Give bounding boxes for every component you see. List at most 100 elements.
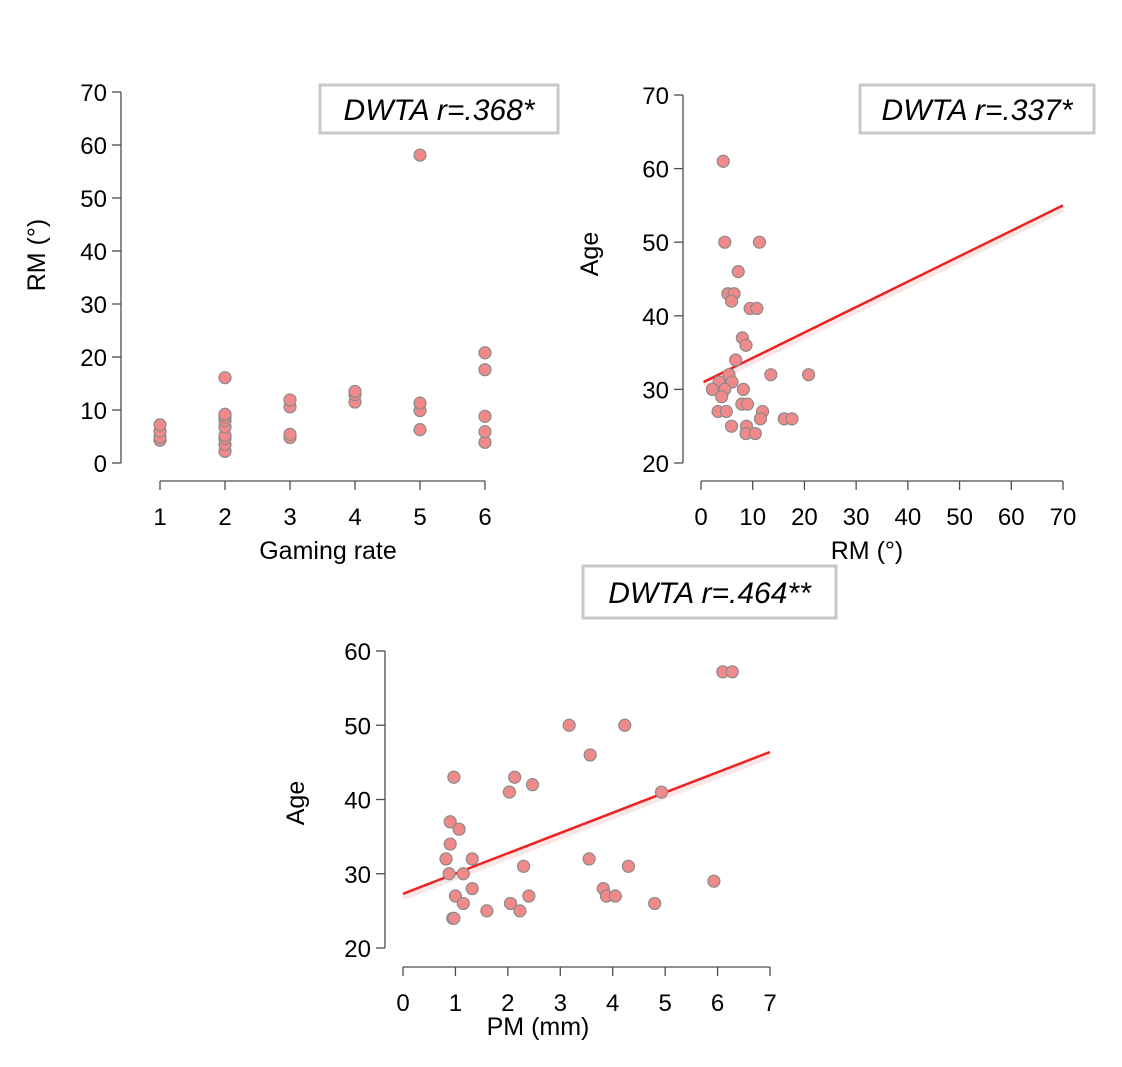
data-point: [764, 368, 778, 382]
data-point: [719, 404, 733, 419]
data-point: [522, 889, 536, 903]
regression-line: [703, 204, 1064, 384]
y-tick-label: 70: [642, 83, 669, 110]
annotation-text: DWTA r=.337*: [882, 94, 1074, 127]
x-tick-label: 0: [396, 990, 409, 1017]
data-point: [608, 889, 622, 903]
annotation-box: [858, 83, 1096, 135]
x-tick-label: 4: [606, 990, 619, 1017]
x-tick-label: 70: [1050, 504, 1077, 531]
data-point: [748, 426, 762, 441]
data-point: [465, 881, 479, 896]
y-axis-label: RM (°): [23, 219, 51, 291]
data-point: [443, 815, 457, 829]
y-tick-label: 30: [344, 862, 371, 889]
data-point: [752, 235, 767, 249]
y-tick-label: 40: [642, 304, 669, 331]
data-point: [739, 338, 753, 352]
x-tick-label: 2: [501, 990, 514, 1017]
data-point: [478, 409, 492, 423]
x-tick-label: 1: [449, 990, 462, 1017]
data-point: [442, 867, 456, 881]
y-tick-label: 20: [642, 451, 669, 478]
annotation-box: [581, 564, 838, 620]
data-point: [413, 148, 427, 162]
y-tick-label: 60: [344, 639, 371, 666]
data-point: [516, 859, 531, 873]
y-axis-label: Age: [282, 781, 310, 825]
x-tick-label: 3: [283, 504, 296, 531]
data-point: [801, 368, 816, 382]
x-tick-label: 1: [153, 504, 166, 531]
data-point: [447, 911, 461, 925]
data-point: [456, 867, 470, 881]
data-point: [478, 346, 492, 360]
y-tick-label: 70: [80, 80, 107, 107]
data-point: [452, 822, 466, 836]
data-point: [725, 665, 739, 679]
data-point: [283, 393, 297, 407]
y-tick-label: 20: [80, 345, 107, 372]
data-point: [348, 384, 362, 399]
fit-line-shadow: [702, 205, 1065, 389]
data-point: [724, 419, 739, 433]
data-point: [503, 896, 518, 911]
chart-rm_age: 20 30 40 50 60 70 0 10 20 30 40 50 60 70 RM (°) Age DWTA…: [576, 83, 1096, 565]
data-point: [413, 423, 427, 437]
y-tick-label: 50: [344, 713, 371, 740]
data-point: [716, 154, 730, 168]
data-point: [621, 859, 636, 873]
data-point: [525, 778, 540, 792]
x-tick-label: 6: [478, 504, 491, 531]
data-point: [582, 852, 596, 866]
data-point: [715, 390, 729, 404]
x-tick-label: 5: [413, 504, 426, 531]
data-point: [718, 235, 732, 249]
x-tick-label: 4: [348, 504, 361, 531]
y-tick-label: 30: [642, 377, 669, 404]
data-point: [583, 748, 597, 762]
data-point: [447, 770, 461, 784]
y-tick-label: 40: [80, 239, 107, 266]
y-tick-label: 0: [94, 451, 107, 478]
x-tick-label: 2: [218, 504, 231, 531]
data-point: [513, 904, 527, 918]
data-point: [707, 874, 721, 888]
y-tick-label: 40: [344, 788, 371, 815]
data-point: [218, 407, 232, 421]
y-tick-label: 30: [80, 292, 107, 319]
y-tick-label: 60: [80, 133, 107, 160]
data-point: [465, 852, 479, 866]
data-point: [618, 718, 632, 732]
x-tick-label: 60: [998, 504, 1025, 531]
data-point: [508, 770, 522, 784]
data-point: [218, 371, 232, 385]
data-point: [413, 396, 427, 410]
x-tick-label: 6: [711, 990, 724, 1017]
x-tick-label: 5: [658, 990, 671, 1017]
data-point: [443, 837, 457, 851]
data-point: [750, 301, 764, 316]
x-tick-label: 50: [946, 504, 973, 531]
data-point: [480, 904, 494, 918]
x-tick-label: 20: [791, 504, 818, 531]
x-axis-label: PM (mm): [487, 1013, 590, 1041]
x-tick-label: 3: [554, 990, 567, 1017]
data-point: [731, 265, 745, 279]
data-point: [736, 382, 751, 396]
x-tick-label: 0: [694, 504, 707, 531]
data-point: [654, 785, 669, 799]
y-tick-label: 50: [80, 186, 107, 213]
data-point: [153, 418, 167, 432]
data-point: [740, 397, 755, 411]
annotation-box: [318, 83, 560, 135]
chart-gaming: 0 10 20 30 40 50 60 70 1 2 3 4 5 6 Gaming rate RM (°) DW…: [23, 80, 560, 565]
x-axis-label: RM (°): [831, 537, 903, 565]
data-point: [648, 896, 662, 911]
data-point: [439, 852, 453, 866]
data-point: [502, 785, 517, 799]
chart-pm_age: 20 30 40 50 60 0 1 2 3 4 5 6 7 PM (mm) Age DWTA r=.464*…: [282, 564, 838, 1041]
x-tick-label: 10: [739, 504, 766, 531]
data-point: [562, 718, 576, 732]
